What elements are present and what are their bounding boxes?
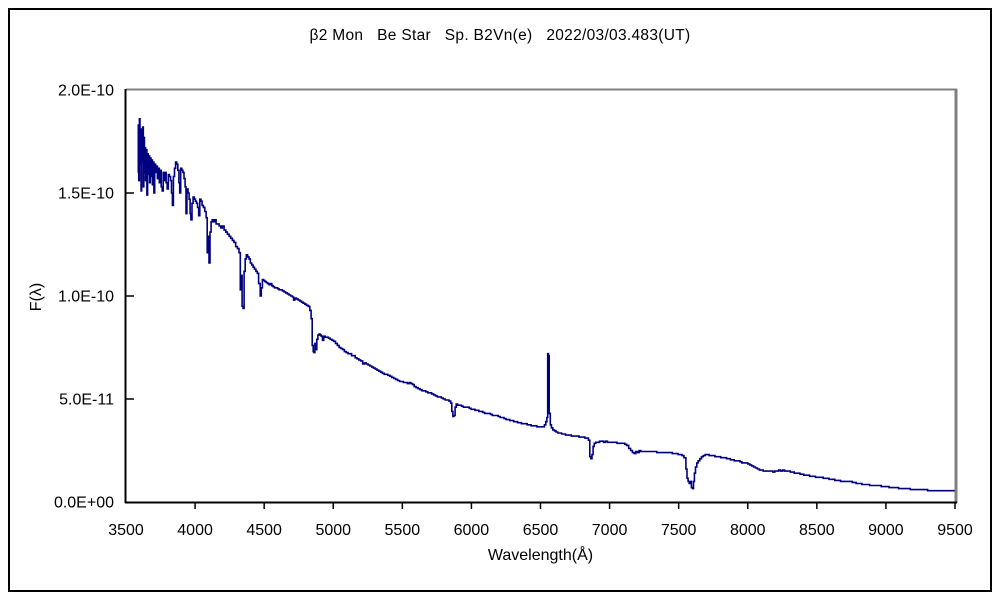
x-tick-label: 5000	[315, 522, 351, 539]
chart-title: β2 Mon Be Star Sp. B2Vn(e) 2022/03/03.48…	[309, 27, 691, 44]
x-tick-label: 9000	[868, 522, 904, 539]
x-tick-label: 8500	[799, 522, 835, 539]
x-tick-label: 7000	[592, 522, 628, 539]
x-tick-label: 5500	[385, 522, 421, 539]
x-tick-label: 6500	[523, 522, 559, 539]
x-tick-label: 4000	[177, 522, 213, 539]
y-tick-label: 1.5E-10	[58, 186, 114, 203]
x-tick-label: 6000	[454, 522, 490, 539]
x-tick-label: 3500	[108, 522, 144, 539]
chart-outer-border	[8, 8, 992, 592]
x-tick-label: 4500	[246, 522, 282, 539]
x-tick-label: 8000	[730, 522, 766, 539]
x-tick-label: 9500	[937, 522, 973, 539]
y-tick-label: 2.0E-10	[58, 83, 114, 100]
y-tick-label: 0.0E+00	[54, 495, 114, 512]
spectrum-line	[137, 118, 955, 492]
y-tick-label: 1.0E-10	[58, 289, 114, 306]
x-tick-label: 7500	[661, 522, 697, 539]
y-tick-label: 5.0E-11	[59, 392, 114, 409]
x-axis-title: Wavelength(Å)	[487, 547, 594, 564]
